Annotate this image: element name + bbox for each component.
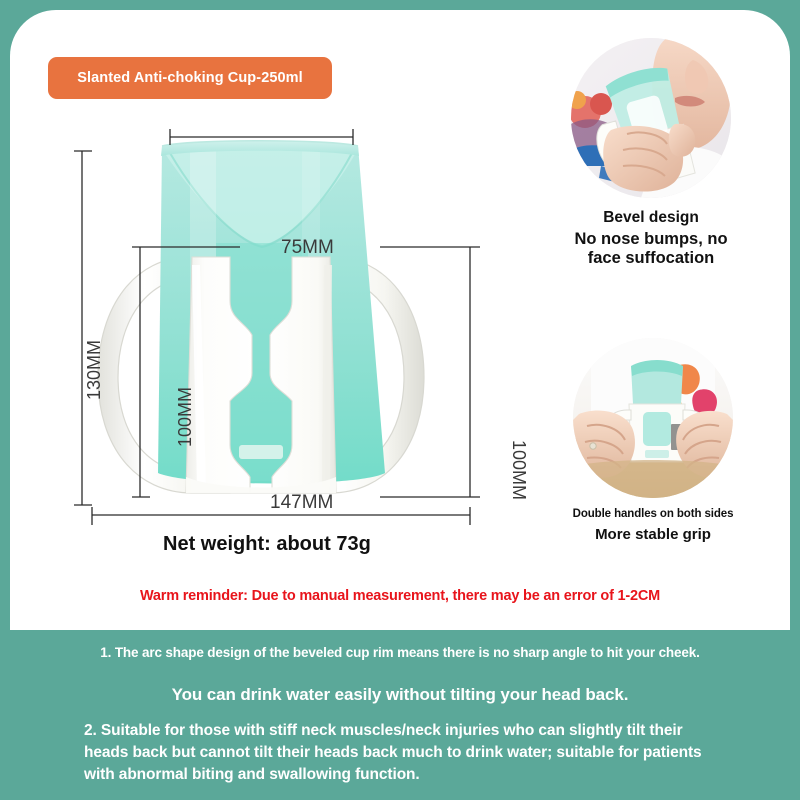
feature-description-block: 1. The arc shape design of the beveled c… [0, 632, 800, 800]
photo-caption-handles-primary: Double handles on both sides [572, 508, 734, 520]
photo-caption-bevel-secondary: No nose bumps, no face suffocation [574, 230, 728, 268]
warm-reminder-text: Warm reminder: Due to manual measurement… [139, 588, 661, 604]
feature-point-2: 2. Suitable for those with stiff neck mu… [84, 722, 702, 783]
dimension-lines [74, 129, 480, 525]
product-dimension-diagram: 75MM 147MM 130MM 100MM 100MM [40, 115, 529, 535]
feature-panel-bevel-design: Bevel design No nose bumps, no face suff… [558, 38, 744, 269]
cup-illustration [74, 129, 480, 525]
dimension-label-height-right: 100MM [509, 440, 529, 501]
feature-panel-double-handles: Double handles on both sides More stable… [558, 338, 748, 543]
product-title-badge: Slanted Anti-choking Cup-250ml [48, 57, 332, 99]
photo-double-handles [573, 338, 733, 498]
photo-bevel-design [571, 38, 731, 198]
dimension-label-height-total: 130MM [84, 339, 104, 400]
net-weight-label: Net weight: about 73g [163, 533, 371, 555]
two-hands-grip-illustration-icon [573, 338, 733, 498]
cup-holder-sleeve [185, 256, 337, 494]
drinking-illustration-icon [571, 38, 731, 198]
product-title-text: Slanted Anti-choking Cup-250ml [77, 70, 303, 86]
feature-point-1: 1. The arc shape design of the beveled c… [100, 645, 700, 660]
photo-caption-handles-secondary: More stable grip [595, 526, 711, 543]
dimension-label-width-top: 75MM [281, 237, 334, 258]
dimension-label-width-body: 147MM [270, 492, 334, 513]
feature-point-1-subtext: You can drink water easily without tilti… [171, 685, 629, 704]
photo-caption-bevel-primary: Bevel design [603, 209, 699, 226]
dimension-label-height-left: 100MM [175, 386, 195, 447]
